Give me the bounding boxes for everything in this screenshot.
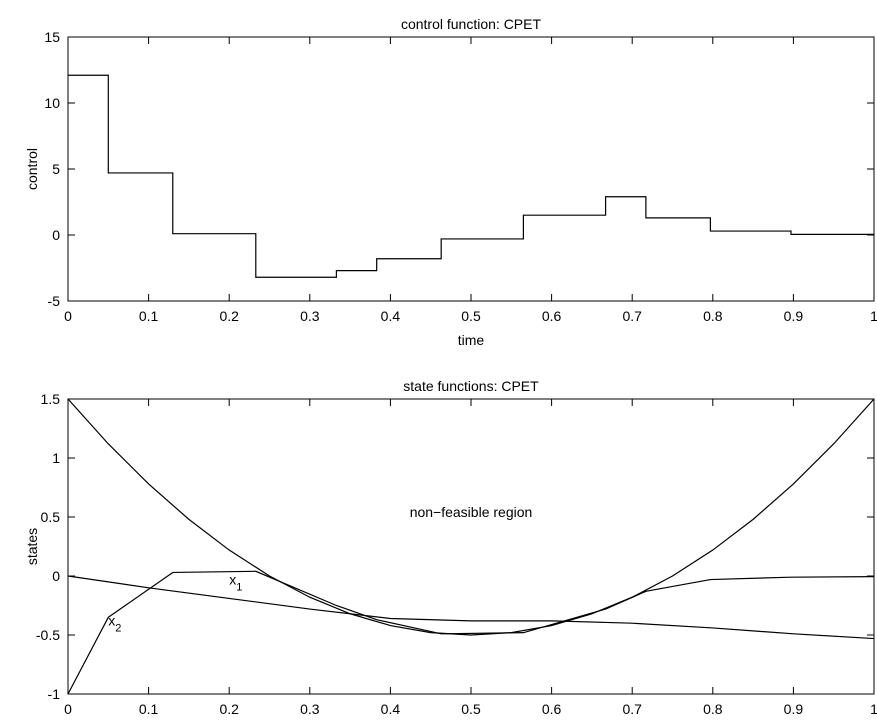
- line: [67, 575, 875, 640]
- x-tick-label: 0.2: [219, 701, 239, 716]
- chart-title: state functions: CPET: [403, 378, 539, 394]
- annotation-text: non−feasible region: [410, 504, 533, 520]
- y-tick-label: 0.5: [41, 509, 61, 525]
- y-tick-label: 1: [52, 450, 60, 466]
- line: [67, 398, 875, 636]
- annotation-subscript: 2: [115, 623, 121, 635]
- x-tick-label: 1: [870, 701, 877, 716]
- x-tick-label: 0.8: [703, 308, 723, 324]
- x-tick-label: 0.9: [784, 308, 804, 324]
- x-tick-label: 0.6: [542, 308, 562, 324]
- x-tick-label: 0.7: [622, 308, 642, 324]
- y-tick-label: 5: [52, 161, 60, 177]
- x-tick-label: 0.2: [219, 308, 239, 324]
- y-tick-label: -1: [48, 686, 61, 702]
- x-tick-label: 0: [64, 308, 72, 324]
- annotation-subscript: 1: [236, 581, 242, 593]
- x-tick-label: 0.3: [300, 701, 320, 716]
- x-tick-label: 0.5: [461, 701, 481, 716]
- y-tick-label: 1.5: [41, 391, 61, 407]
- annotation: non−feasible region: [410, 504, 533, 520]
- x-tick-label: 1: [870, 308, 877, 324]
- x-tick-label: 0.1: [139, 701, 159, 716]
- y-tick-label: 0: [52, 568, 60, 584]
- y-axis-label: states: [24, 528, 40, 565]
- line: [67, 570, 875, 695]
- chart-title: control function: CPET: [401, 16, 542, 32]
- x-tick-label: 0.4: [381, 701, 401, 716]
- x-tick-label: 0.5: [461, 308, 481, 324]
- x-tick-label: 0.1: [139, 308, 159, 324]
- annotation: x1: [229, 571, 242, 593]
- step-line: [68, 74, 874, 278]
- y-tick-label: -0.5: [36, 627, 60, 643]
- x-tick-label: 0: [64, 701, 72, 716]
- annotation: x2: [108, 613, 121, 635]
- x-tick-label: 0.7: [622, 701, 642, 716]
- axes-box: [67, 398, 875, 695]
- y-tick-label: -5: [48, 293, 61, 309]
- y-axis-label: control: [24, 148, 40, 190]
- axes-box: [67, 36, 875, 302]
- y-tick-label: 0: [52, 227, 60, 243]
- x-tick-label: 0.8: [703, 701, 723, 716]
- annotation-text: x: [229, 571, 236, 587]
- annotation-text: x: [108, 613, 115, 629]
- y-tick-label: 10: [44, 95, 60, 111]
- x-tick-label: 0.4: [381, 308, 401, 324]
- x-axis-label: time: [458, 332, 485, 348]
- x-tick-label: 0.9: [784, 701, 804, 716]
- x-tick-label: 0.3: [300, 308, 320, 324]
- x-tick-label: 0.6: [542, 701, 562, 716]
- y-tick-label: 15: [44, 29, 60, 45]
